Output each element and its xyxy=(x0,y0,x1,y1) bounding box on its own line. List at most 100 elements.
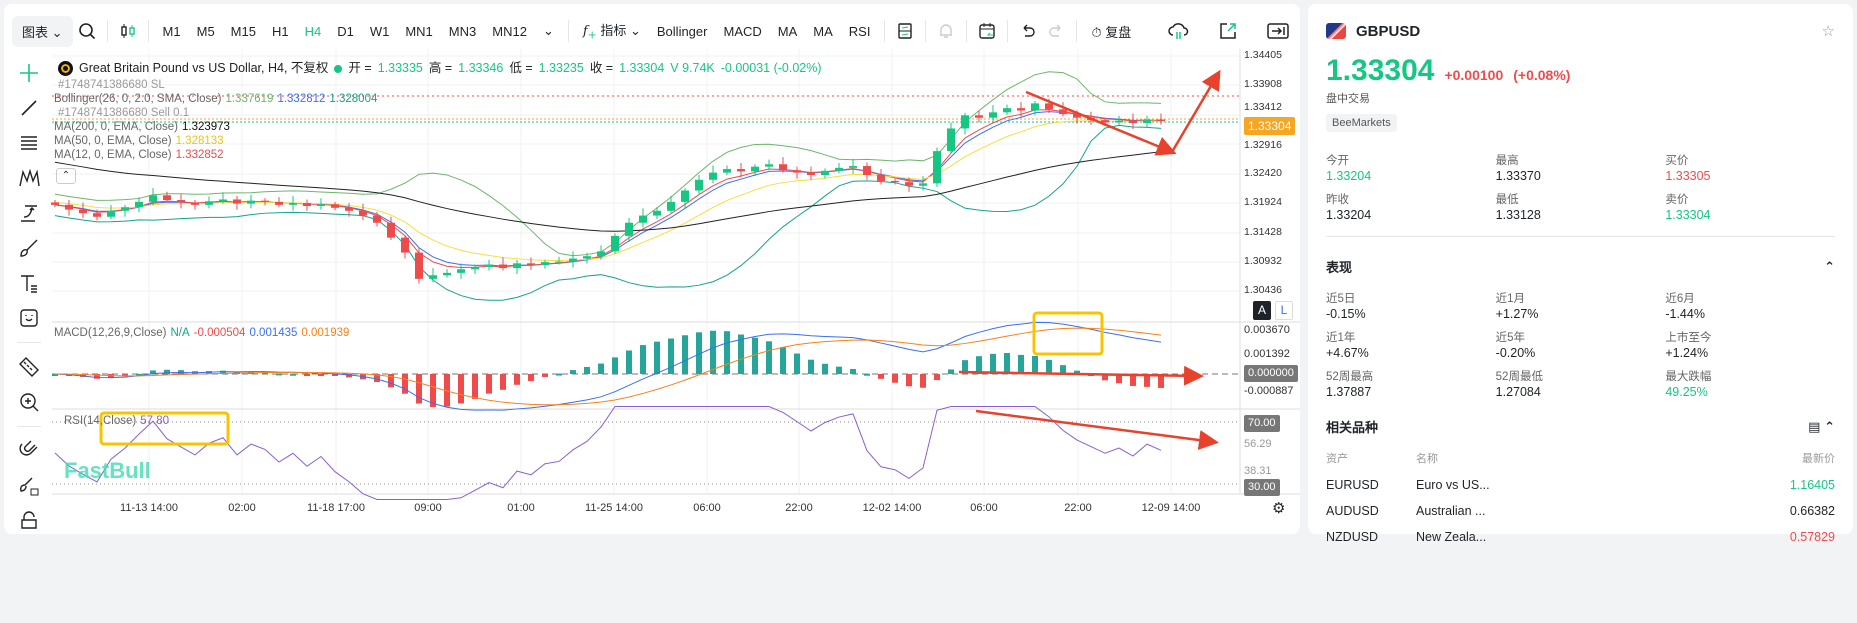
related-name[interactable]: Australian ... xyxy=(1416,504,1486,518)
price-axis-label: 1.31428 xyxy=(1244,226,1282,238)
trend-line-icon[interactable] xyxy=(18,97,40,119)
candlestick-type-icon[interactable] xyxy=(114,22,142,40)
macd-legend[interactable]: MACD(12,26,9,Close) N/A -0.000504 0.001435 0… xyxy=(54,327,353,340)
ma12-legend[interactable]: MA(12, 0, EMA, Close) 1.332852 xyxy=(54,149,228,162)
macd-histogram-bar xyxy=(850,369,856,374)
calendar-goto-icon[interactable] xyxy=(973,22,1001,40)
rsi-legend[interactable]: RSI(14,Close) 57.80 xyxy=(64,415,173,428)
annotation-arrow[interactable] xyxy=(975,409,1219,450)
auto-scale-button[interactable]: A xyxy=(1253,301,1271,320)
time-axis-label: 09:00 xyxy=(414,502,442,514)
zoom-in-icon[interactable] xyxy=(18,391,40,413)
candle-body xyxy=(779,164,787,171)
candle-body xyxy=(975,115,983,118)
projection-icon[interactable] xyxy=(18,202,40,224)
macd-histogram-bar xyxy=(934,374,940,381)
performance-value: +1.27% xyxy=(1495,307,1539,321)
broker-badge[interactable]: BeeMarkets xyxy=(1326,114,1397,132)
timeframe-mn3[interactable]: MN3 xyxy=(448,23,477,39)
divider xyxy=(17,426,41,427)
timeframe-mn12[interactable]: MN12 xyxy=(492,23,527,39)
timeframe-m5[interactable]: M5 xyxy=(196,23,215,39)
ma200-value: 1.323973 xyxy=(181,121,230,133)
timeframe-m1[interactable]: M1 xyxy=(162,23,181,39)
related-symbol[interactable]: EURUSD xyxy=(1326,478,1379,492)
performance-value: +1.24% xyxy=(1665,346,1709,360)
timeframe-h1[interactable]: H1 xyxy=(271,23,289,39)
indicator-rsi-button[interactable]: RSI xyxy=(848,23,871,39)
share-external-icon[interactable] xyxy=(1214,21,1242,41)
ruler-icon[interactable] xyxy=(18,356,40,378)
candle-body xyxy=(751,166,759,172)
replay-button[interactable]: ⏱ 复盘 xyxy=(1083,22,1139,41)
parallel-lines-icon[interactable] xyxy=(18,132,40,154)
candle xyxy=(359,203,367,221)
log-scale-button[interactable]: L xyxy=(1275,301,1293,320)
indicator-ma-button[interactable]: MA xyxy=(777,23,798,39)
settings-gear-icon[interactable]: ⚙ xyxy=(1272,500,1286,517)
indicator-macd-button[interactable]: MACD xyxy=(723,23,762,39)
chart-menu-button[interactable]: 图表 ⌄ xyxy=(12,15,73,47)
lock-drawings-icon[interactable] xyxy=(18,475,40,497)
ma50-legend[interactable]: MA(50, 0, EMA, Close) 1.328133 xyxy=(54,135,228,148)
timeframe-mn1[interactable]: MN1 xyxy=(405,23,433,39)
annotation-highlight-box[interactable] xyxy=(1032,311,1104,356)
indicators-button[interactable]: f+ 指标 ⌄ xyxy=(582,23,641,42)
candle xyxy=(1003,104,1011,115)
bollinger-lower-line xyxy=(54,124,1162,301)
candle xyxy=(499,257,507,271)
undo-icon[interactable] xyxy=(1014,22,1042,40)
macd-na: N/A xyxy=(170,327,190,339)
redo-icon[interactable] xyxy=(1042,22,1070,40)
macd-histogram-bar xyxy=(374,374,380,383)
cloud-sync-icon[interactable] xyxy=(1164,21,1192,41)
collapse-legend-button[interactable]: ⌃ xyxy=(56,168,76,184)
ma12-value: 1.332852 xyxy=(175,149,224,161)
search-icon[interactable] xyxy=(73,22,101,40)
timeframe-w1[interactable]: W1 xyxy=(369,23,390,39)
unlock-icon[interactable] xyxy=(18,510,40,532)
timeframe-m15[interactable]: M15 xyxy=(230,23,256,39)
crosshair-icon[interactable] xyxy=(18,62,40,84)
macd-histogram-bar xyxy=(1018,354,1024,374)
indicator-bollinger-button[interactable]: Bollinger xyxy=(656,23,708,39)
order-sl-label[interactable]: #1748741386680 SL xyxy=(58,79,165,91)
chart-canvas[interactable] xyxy=(4,4,1300,534)
candle-body xyxy=(933,151,941,184)
alert-bell-icon[interactable] xyxy=(932,22,960,40)
indicator-ma-button[interactable]: MA xyxy=(813,23,833,39)
collapse-panel-icon[interactable] xyxy=(1264,22,1292,40)
related-symbol[interactable]: AUDUSD xyxy=(1326,504,1379,518)
macd-histogram-bar xyxy=(542,374,548,377)
brush-icon[interactable] xyxy=(18,237,40,259)
related-name[interactable]: Euro vs US... xyxy=(1416,478,1490,492)
more-timeframes-chevron-icon[interactable]: ⌄ xyxy=(542,23,554,38)
related-symbol[interactable]: NZDUSD xyxy=(1326,530,1379,544)
chevron-up-icon[interactable]: ⌃ xyxy=(1824,258,1835,274)
annotation-highlight-box[interactable] xyxy=(99,411,230,446)
related-name[interactable]: New Zeala... xyxy=(1416,530,1487,544)
ma200-legend[interactable]: MA(200, 0, EMA, Close) 1.323973 xyxy=(54,121,234,134)
annotation-arrow[interactable] xyxy=(1170,69,1221,153)
chevron-up-icon[interactable]: ⌃ xyxy=(1824,418,1835,434)
annotation-arrow[interactable] xyxy=(958,365,1204,386)
text-tool-icon[interactable] xyxy=(18,272,40,294)
quote-label: 买价 xyxy=(1665,155,1689,167)
bollinger-legend[interactable]: Bollinger(26, 0, 2.0, SMA, Close) 1.33761… xyxy=(54,93,381,106)
timeframe-h4[interactable]: H4 xyxy=(304,23,322,39)
order-sell-label[interactable]: #1748741386680 Sell 0.1 xyxy=(58,107,190,119)
annotation-arrow[interactable] xyxy=(1025,90,1177,156)
candle xyxy=(345,203,353,217)
favorite-star-icon[interactable]: ☆ xyxy=(1821,23,1835,40)
magnet-icon[interactable] xyxy=(18,440,40,462)
macd-histogram-bar xyxy=(1046,359,1052,374)
list-icon[interactable]: ▤ xyxy=(1808,418,1821,434)
candle-body xyxy=(499,264,507,269)
macd-signal-value: 0.001939 xyxy=(301,327,350,339)
pattern-icon[interactable] xyxy=(18,167,40,189)
candle xyxy=(457,263,465,279)
emoji-icon[interactable] xyxy=(18,307,40,329)
layout-compare-icon[interactable] xyxy=(891,22,919,40)
timeframe-d1[interactable]: D1 xyxy=(337,23,354,39)
candle xyxy=(695,174,703,196)
